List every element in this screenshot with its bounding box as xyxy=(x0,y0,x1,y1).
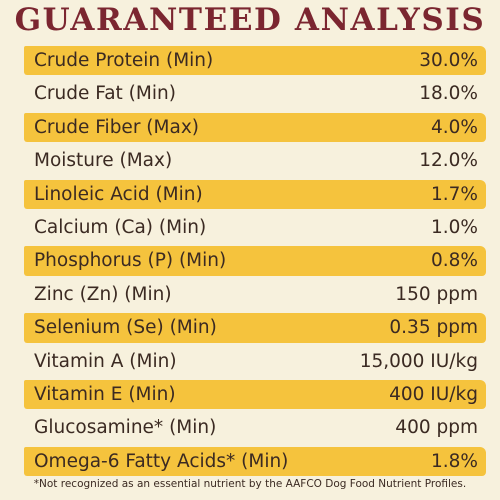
table-row: Phosphorus (P) (Min) 0.8% xyxy=(0,244,500,277)
nutrient-label: Crude Fat (Min) xyxy=(34,83,176,105)
nutrient-value: 1.8% xyxy=(431,450,478,472)
nutrient-label: Crude Fiber (Max) xyxy=(34,116,199,138)
panel-title: GUARANTEED ANALYSIS xyxy=(14,2,486,38)
row-highlight-band xyxy=(24,46,486,76)
table-row: Vitamin E (Min) 400 IU/kg xyxy=(0,378,500,411)
row-highlight-band xyxy=(24,179,486,209)
nutrient-value: 12.0% xyxy=(419,150,478,172)
nutrient-value: 400 ppm xyxy=(395,417,478,439)
nutrient-value: 0.8% xyxy=(431,250,478,272)
nutrient-label: Phosphorus (P) (Min) xyxy=(34,250,227,272)
table-row: Omega-6 Fatty Acids* (Min) 1.8% xyxy=(0,445,500,478)
table-row: Crude Protein (Min) 30.0% xyxy=(0,44,500,77)
nutrient-value: 18.0% xyxy=(419,83,478,105)
row-highlight-band xyxy=(24,446,486,477)
nutrient-value: 400 IU/kg xyxy=(389,383,478,405)
row-highlight-band xyxy=(24,379,486,410)
table-row: Glucosamine* (Min) 400 ppm xyxy=(0,411,500,444)
nutrient-value: 15,000 IU/kg xyxy=(359,350,478,372)
row-highlight-band xyxy=(24,313,486,343)
nutrient-label: Vitamin E (Min) xyxy=(34,383,176,405)
nutrient-value: 1.7% xyxy=(431,183,478,205)
nutrient-label: Selenium (Se) (Min) xyxy=(34,317,217,339)
nutrient-label: Glucosamine* (Min) xyxy=(34,417,217,439)
row-highlight-band xyxy=(24,112,486,143)
analysis-table: Crude Protein (Min) 30.0% Crude Fat (Min)… xyxy=(0,44,500,478)
nutrient-value: 4.0% xyxy=(431,116,478,138)
nutrient-label: Linoleic Acid (Min) xyxy=(34,183,203,205)
table-row: Linoleic Acid (Min) 1.7% xyxy=(0,178,500,211)
nutrient-label: Zinc (Zn) (Min) xyxy=(34,283,172,305)
nutrient-label: Moisture (Max) xyxy=(34,150,173,172)
nutrient-value: 150 ppm xyxy=(395,283,478,305)
table-row: Vitamin A (Min) 15,000 IU/kg xyxy=(0,345,500,378)
nutrient-value: 1.0% xyxy=(431,216,478,238)
table-row: Moisture (Max) 12.0% xyxy=(0,144,500,177)
footnote: *Not recognized as an essential nutrient… xyxy=(33,478,467,490)
nutrient-label: Crude Protein (Min) xyxy=(34,50,214,71)
table-row: Selenium (Se) (Min) 0.35 ppm xyxy=(0,311,500,344)
table-row: Crude Fat (Min) 18.0% xyxy=(0,77,500,110)
table-row: Crude Fiber (Max) 4.0% xyxy=(0,111,500,144)
nutrient-value: 30.0% xyxy=(419,50,478,71)
nutrient-label: Omega-6 Fatty Acids* (Min) xyxy=(34,450,289,472)
table-row: Zinc (Zn) (Min) 150 ppm xyxy=(0,278,500,311)
nutrient-label: Calcium (Ca) (Min) xyxy=(34,216,207,238)
nutrient-label: Vitamin A (Min) xyxy=(34,350,177,372)
row-highlight-band xyxy=(24,246,486,276)
table-row: Calcium (Ca) (Min) 1.0% xyxy=(0,211,500,244)
nutrient-value: 0.35 ppm xyxy=(389,317,478,339)
